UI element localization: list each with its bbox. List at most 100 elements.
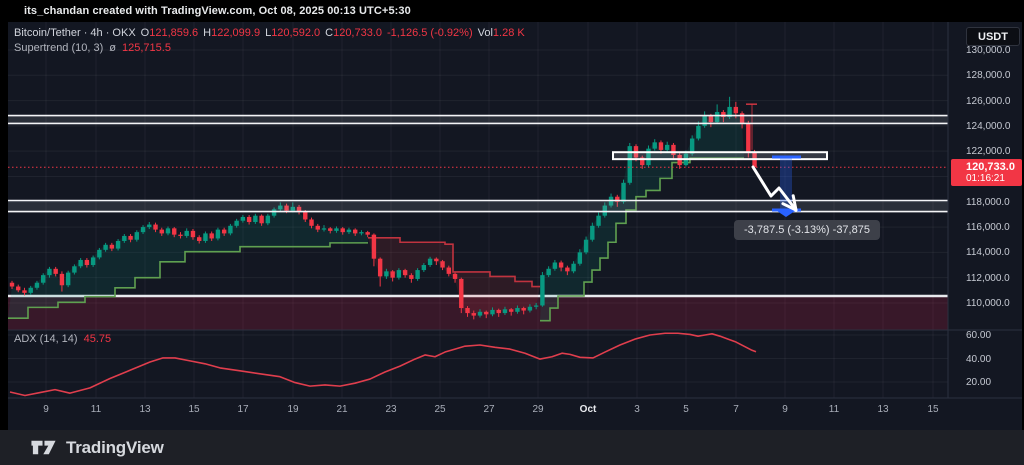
- change-value: -1,126.5 (-0.92%): [387, 27, 473, 39]
- candle-body: [515, 308, 520, 312]
- candle-body: [140, 227, 146, 233]
- candle-body: [590, 225, 595, 240]
- candle-body: [203, 233, 208, 241]
- candle-body: [452, 273, 458, 279]
- candle-body: [234, 220, 239, 226]
- time-axis-label: 7: [733, 404, 739, 415]
- candle-body: [159, 229, 164, 234]
- candle-body: [421, 265, 427, 271]
- adx-axis-label: 40.00: [966, 353, 992, 365]
- adx-line: [9, 332, 757, 397]
- price-axis-label: 130,000.0: [966, 45, 1011, 56]
- candle-body: [502, 309, 508, 314]
- candle-body: [727, 106, 732, 118]
- candle-body: [739, 113, 745, 124]
- price-axis-label: 114,000.0: [966, 247, 1010, 259]
- tradingview-wordmark[interactable]: TradingView: [66, 437, 164, 457]
- time-axis-label: 23: [385, 404, 397, 415]
- time-axis-label: 19: [287, 404, 299, 415]
- candle-body: [490, 309, 495, 315]
- candle-body: [34, 282, 40, 288]
- candle-body: [147, 224, 152, 228]
- candle-body: [334, 228, 339, 231]
- candle-body: [28, 287, 33, 293]
- ohlc-high-label: H: [203, 27, 212, 39]
- time-axis-label: 11: [828, 404, 840, 415]
- candle-body: [41, 275, 46, 283]
- supertrend-line: [540, 157, 744, 322]
- candle-body: [652, 142, 657, 149]
- candle-body: [221, 229, 227, 234]
- ohlc-low-value: 120,592.0: [271, 27, 321, 39]
- candle-body: [521, 308, 526, 311]
- attribution-bar: its_chandan created with TradingView.com…: [0, 0, 1024, 22]
- candle-body: [303, 211, 308, 220]
- candle-body: [190, 230, 196, 238]
- candle-body: [259, 215, 264, 224]
- candle-body: [565, 267, 570, 272]
- candle-body: [702, 115, 707, 126]
- candle-body: [696, 125, 701, 139]
- adx-axis-label: 60.00: [966, 330, 992, 341]
- candle-body: [533, 305, 539, 307]
- time-axis-label: 25: [434, 404, 446, 415]
- candle-body: [359, 232, 364, 234]
- candle-body: [253, 215, 258, 223]
- candle-body: [90, 257, 96, 266]
- candle-body: [97, 249, 102, 258]
- candle-body: [434, 258, 439, 262]
- candle-body: [197, 237, 202, 241]
- candle-body: [409, 275, 414, 279]
- time-axis-label: 13: [877, 404, 889, 415]
- candle-body: [596, 215, 601, 226]
- candle-body: [627, 146, 632, 183]
- candle-body: [315, 225, 320, 230]
- candle-body: [377, 258, 383, 277]
- time-axis-label: 15: [188, 404, 200, 415]
- candle-body: [296, 206, 302, 212]
- price-axis-label: 112,000.0: [966, 272, 1010, 284]
- candle-body: [371, 234, 377, 259]
- footer-bar: TradingView: [0, 430, 1024, 465]
- candle-body: [321, 228, 327, 230]
- candle-body: [153, 224, 158, 230]
- candle-body: [509, 309, 514, 312]
- candle-body: [47, 268, 52, 276]
- supertrend-legend[interactable]: Supertrend (10, 3) ø 125,715.5: [14, 42, 171, 54]
- supertrend-fill: [8, 205, 368, 319]
- candle-body: [340, 228, 345, 233]
- candle-body: [215, 229, 221, 239]
- candle-body: [396, 270, 402, 278]
- price-axis-label: 118,000.0: [966, 196, 1010, 208]
- candle-body: [115, 240, 121, 249]
- time-axis-label: 5: [683, 404, 689, 415]
- candle-body: [621, 182, 626, 202]
- time-axis-label: 17: [237, 404, 249, 415]
- candle-body: [733, 106, 739, 114]
- time-axis-label: 9: [782, 404, 788, 415]
- candle-body: [246, 216, 252, 223]
- candle-body: [571, 263, 576, 272]
- ohlc-high-value: 122,099.9: [211, 27, 261, 39]
- measure-down-arrowhead: [777, 211, 795, 217]
- candle-body: [109, 244, 115, 249]
- measure-shaft: [780, 157, 792, 210]
- candle-body: [122, 235, 127, 241]
- candle-body: [459, 278, 464, 309]
- ohlc-close-label: C: [325, 27, 334, 39]
- candle-body: [665, 144, 670, 150]
- measure-tooltip: -3,787.5 (-3.13%) -37,875: [734, 220, 880, 240]
- candle-body: [78, 259, 83, 267]
- symbol-legend[interactable]: Bitcoin/Tether · 4h · OKX O121,859.6 H12…: [14, 27, 525, 39]
- candle-body: [496, 309, 501, 314]
- symbol-title: Bitcoin/Tether · 4h · OKX: [14, 27, 136, 39]
- projection-arrowhead: [781, 194, 798, 212]
- adx-name: ADX (14, 14): [14, 333, 78, 345]
- supertrend-value: 125,715.5: [122, 42, 171, 54]
- candle-body: [284, 205, 289, 211]
- price-axis-label: 128,000.0: [966, 70, 1011, 82]
- candle-body: [527, 306, 533, 311]
- adx-legend[interactable]: ADX (14, 14) 45.75: [14, 333, 111, 345]
- tradingview-logo-icon[interactable]: [30, 436, 57, 459]
